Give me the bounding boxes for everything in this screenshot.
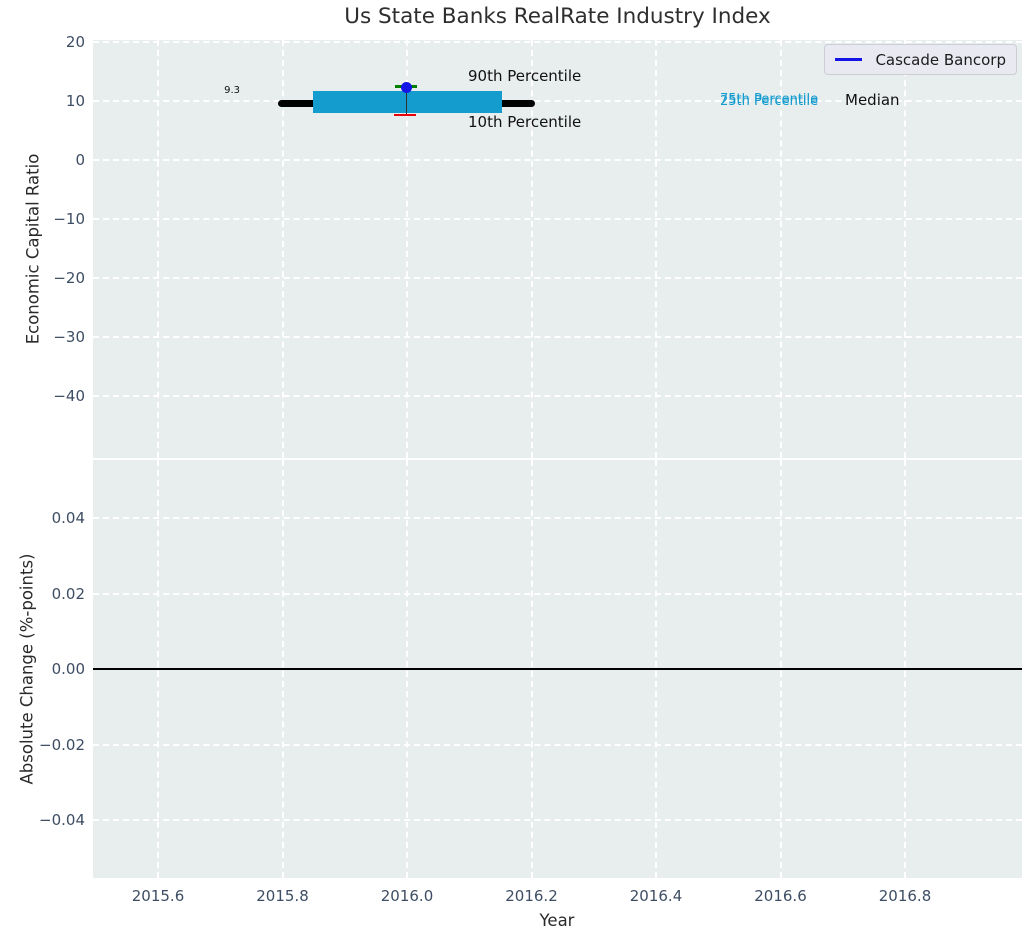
iqr-box	[313, 91, 502, 113]
y-tick-label: −20	[53, 269, 85, 287]
y-tick-label: 0	[75, 151, 85, 169]
p90-annotation: 90th Percentile	[468, 67, 582, 85]
gridline-horizontal	[93, 336, 1022, 338]
y-tick-label: −30	[53, 328, 85, 346]
y-tick-label: 0.00	[51, 660, 85, 678]
x-tick-label: 2016.4	[629, 887, 683, 905]
legend: Cascade Bancorp	[824, 44, 1017, 75]
gridline-horizontal	[93, 395, 1022, 397]
gridline-horizontal	[93, 100, 1022, 102]
y-tick-label: 10	[65, 92, 85, 110]
gridline-vertical	[530, 40, 533, 458]
top-y-axis-label: Economic Capital Ratio	[23, 153, 43, 345]
gridline-horizontal	[93, 517, 1022, 519]
gridline-horizontal	[93, 159, 1022, 161]
zero-line	[93, 667, 1022, 670]
gridline-vertical	[157, 40, 159, 458]
y-tick-label: −40	[53, 387, 85, 405]
gridline-vertical	[904, 40, 906, 458]
median-value-label: 9.3	[224, 85, 240, 96]
gridline-horizontal	[93, 593, 1022, 595]
gridline-vertical	[281, 40, 284, 458]
bottom-plot-area	[93, 460, 1022, 878]
gridline-vertical	[655, 40, 657, 458]
y-tick-label: −0.02	[39, 736, 85, 754]
y-tick-label: 20	[65, 33, 85, 51]
x-tick-label: 2016.0	[380, 887, 434, 905]
median-annotation: Median	[845, 91, 900, 109]
y-tick-label: 0.04	[51, 509, 85, 527]
y-tick-label: −10	[53, 210, 85, 228]
gridline-horizontal	[93, 819, 1022, 821]
x-axis-label: Year	[539, 911, 575, 930]
y-tick-label: −0.04	[39, 811, 85, 829]
gridline-vertical	[779, 40, 782, 458]
x-tick-label: 2016.8	[878, 887, 932, 905]
gridline-horizontal	[93, 744, 1022, 746]
whisker-line	[405, 86, 407, 115]
top-plot-area: 90th Percentile 10th Percentile 9.3 75th…	[93, 40, 1022, 458]
legend-label: Cascade Bancorp	[875, 50, 1006, 69]
gridline-horizontal	[93, 218, 1022, 220]
chart-title: Us State Banks RealRate Industry Index	[344, 4, 771, 29]
p10-marker	[394, 113, 416, 116]
gridline-horizontal	[93, 41, 1022, 43]
legend-line-swatch	[835, 58, 863, 61]
x-tick-label: 2015.8	[256, 887, 309, 905]
cascade-bancorp-point	[400, 81, 412, 93]
p25-annotation: 25th Percentile	[720, 94, 819, 109]
gridline-vertical	[406, 40, 408, 458]
x-tick-label: 2016.6	[754, 887, 807, 905]
p10-annotation: 10th Percentile	[468, 113, 582, 131]
x-tick-label: 2016.2	[505, 887, 558, 905]
y-tick-label: 0.02	[51, 585, 85, 603]
gridline-horizontal	[93, 277, 1022, 279]
p75-annotation: 75th Percentile	[720, 91, 819, 107]
x-tick-label: 2015.6	[131, 887, 185, 905]
